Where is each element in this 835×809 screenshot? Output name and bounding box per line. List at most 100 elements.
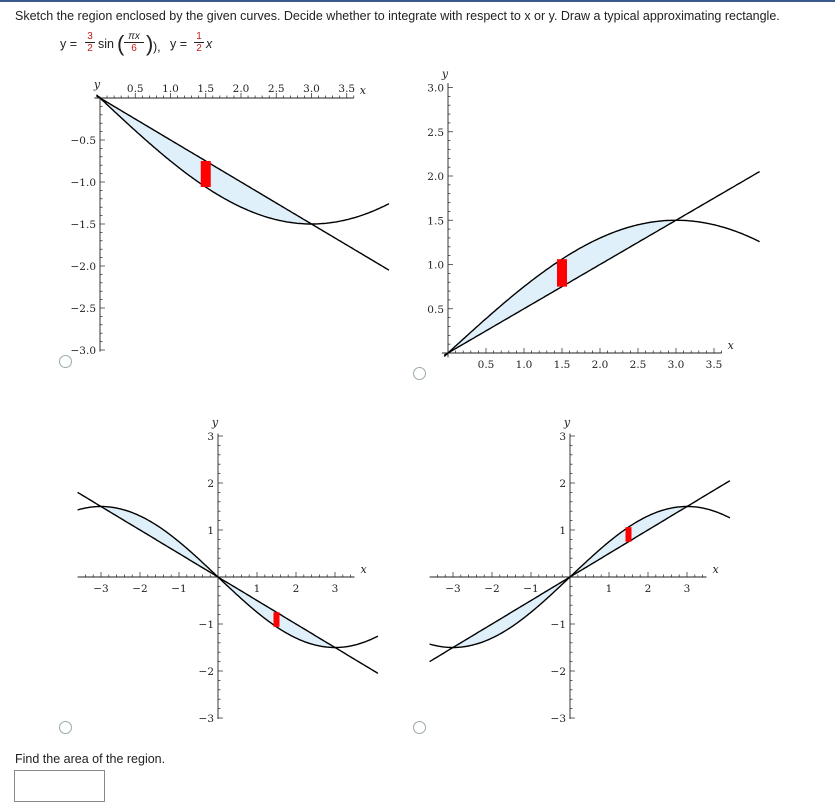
radio-option-bottom-right[interactable] bbox=[413, 721, 426, 734]
x-tick-label: 3.5 bbox=[338, 83, 355, 95]
graph-option-top-left: 0.5 1.0 1.5 2.0 2.5 3.0 3.5 −0.5 −1.0 −1.5 −2.0 −2.… bbox=[60, 75, 390, 365]
x-tick-label: −2 bbox=[484, 583, 499, 595]
sine-curve bbox=[96, 94, 390, 225]
curve1-coef-num: 3 bbox=[85, 31, 95, 43]
open-paren: ( bbox=[117, 31, 125, 56]
y-axis-label: y bbox=[93, 78, 101, 91]
x-tick-label: 2.5 bbox=[630, 359, 647, 371]
chart-svg: 0.5 1.0 1.5 2.0 2.5 3.0 3.5 −0.5 −1.0 −1.5 −2.0 −2.… bbox=[71, 78, 390, 357]
x-tick-label: 3.0 bbox=[668, 359, 685, 371]
curve2-coef-den: 2 bbox=[196, 43, 202, 54]
y-tick-label: 1.0 bbox=[427, 260, 444, 272]
x-tick-label: 2 bbox=[293, 583, 300, 595]
curve1-suffix: ), bbox=[153, 40, 161, 54]
curve2-variable: x bbox=[206, 37, 213, 51]
line-curve bbox=[443, 170, 760, 356]
y-tick-label: 3 bbox=[559, 431, 566, 443]
curve1-coef-den: 2 bbox=[87, 43, 93, 54]
x-tick-label: −3 bbox=[93, 583, 108, 595]
y-tick-label: −2 bbox=[551, 666, 566, 678]
x-tick-label: 1.0 bbox=[162, 83, 179, 95]
radio-option-top-right[interactable] bbox=[413, 367, 426, 380]
curve1-prefix: y = bbox=[60, 37, 78, 51]
y-tick-label: −1 bbox=[199, 619, 214, 631]
x-tick-label: 1.0 bbox=[516, 359, 533, 371]
y-tick-label: −3 bbox=[551, 713, 566, 725]
x-tick-label: 2.0 bbox=[592, 359, 609, 371]
x-tick-label: 3.0 bbox=[303, 83, 320, 95]
x-tick-label: 0.5 bbox=[127, 83, 144, 95]
y-tick-label: 1 bbox=[207, 525, 214, 537]
y-axis-label: y bbox=[211, 416, 219, 429]
line-curve bbox=[429, 480, 731, 663]
y-tick-label: 0.5 bbox=[427, 304, 444, 316]
y-tick-label: 3 bbox=[207, 431, 214, 443]
curve1-function: sin bbox=[98, 37, 114, 51]
y-axis-label: y bbox=[563, 416, 571, 429]
area-answer-input[interactable] bbox=[14, 770, 105, 802]
x-axis-label: x bbox=[728, 339, 735, 352]
y-tick-label: 2 bbox=[207, 478, 214, 490]
curve2-coefficient: 1 2 bbox=[194, 31, 204, 54]
line-curve bbox=[96, 95, 390, 271]
y-tick-label: −0.5 bbox=[71, 135, 97, 147]
y-tick-label: 1 bbox=[559, 525, 566, 537]
x-tick-label: −2 bbox=[132, 583, 147, 595]
problem-instructions: Sketch the region enclosed by the given … bbox=[15, 9, 780, 23]
line-curve bbox=[77, 491, 379, 674]
y-tick-label: 1.5 bbox=[427, 215, 444, 227]
x-tick-label: −1 bbox=[171, 583, 186, 595]
x-tick-label: 0.5 bbox=[478, 359, 495, 371]
y-tick-label: −2 bbox=[199, 666, 214, 678]
curve1-arg-num: πx bbox=[124, 31, 144, 43]
chart-svg: −3 −2 −1 1 2 3 3 2 1 −1 −2 −3 x y bbox=[77, 416, 379, 725]
chart-svg: −3 −2 −1 1 2 3 3 2 1 −1 −2 −3 x y bbox=[429, 416, 731, 725]
radio-option-top-left[interactable] bbox=[59, 355, 72, 368]
x-tick-label: 3.5 bbox=[706, 359, 723, 371]
curve1-arg-den: 6 bbox=[131, 43, 137, 54]
curve2-prefix: y = bbox=[170, 37, 188, 51]
y-tick-label: −1 bbox=[551, 619, 566, 631]
y-tick-label: −2.0 bbox=[71, 261, 97, 273]
approximating-rectangle bbox=[557, 259, 567, 287]
graph-option-top-right: 0.5 1.0 1.5 2.0 2.5 3.0 3.5 0.5 1.0 1.5 2.0 2.5 3.0 x… bbox=[415, 65, 760, 375]
y-tick-label: 2.5 bbox=[427, 127, 444, 139]
x-tick-label: −1 bbox=[523, 583, 538, 595]
y-tick-label: −1.0 bbox=[71, 177, 97, 189]
area-question: Find the area of the region. bbox=[15, 752, 166, 766]
y-tick-label: −1.5 bbox=[71, 219, 97, 231]
x-tick-label: 1.5 bbox=[197, 83, 214, 95]
curve1-argument: πx 6 bbox=[124, 31, 144, 54]
approximating-rectangle bbox=[200, 161, 211, 188]
sine-curve bbox=[77, 505, 379, 649]
y-tick-label: −2.5 bbox=[71, 303, 97, 315]
x-tick-label: 1 bbox=[606, 583, 613, 595]
y-tick-label: −3.0 bbox=[71, 345, 97, 357]
sine-curve bbox=[429, 505, 731, 649]
x-tick-label: 3 bbox=[684, 583, 691, 595]
x-tick-label: −3 bbox=[445, 583, 460, 595]
radio-option-bottom-left[interactable] bbox=[59, 721, 72, 734]
x-tick-label: 1.5 bbox=[554, 359, 571, 371]
x-axis-label: x bbox=[360, 84, 367, 97]
close-paren: ) bbox=[146, 31, 154, 56]
y-tick-label: −3 bbox=[199, 713, 214, 725]
top-rule bbox=[0, 0, 835, 2]
approximating-rectangle bbox=[625, 527, 632, 542]
y-tick-label: 2.0 bbox=[427, 171, 444, 183]
x-tick-label: 2.5 bbox=[268, 83, 285, 95]
x-axis-label: x bbox=[713, 563, 720, 576]
x-tick-label: 2.0 bbox=[233, 83, 250, 95]
approximating-rectangle bbox=[273, 612, 280, 627]
graph-option-bottom-right: −3 −2 −1 1 2 3 3 2 1 −1 −2 −3 x y bbox=[415, 415, 735, 725]
sine-curve bbox=[443, 219, 760, 358]
graph-option-bottom-left: −3 −2 −1 1 2 3 3 2 1 −1 −2 −3 x y bbox=[60, 415, 380, 725]
x-axis-label: x bbox=[361, 563, 368, 576]
y-axis-label: y bbox=[441, 68, 449, 81]
x-tick-label: 2 bbox=[645, 583, 652, 595]
y-tick-label: 2 bbox=[559, 478, 566, 490]
curve1-coefficient: 3 2 bbox=[85, 31, 95, 54]
chart-svg: 0.5 1.0 1.5 2.0 2.5 3.0 3.5 0.5 1.0 1.5 2.0 2.5 3.0 x… bbox=[427, 68, 760, 371]
x-tick-label: 1 bbox=[254, 583, 261, 595]
y-tick-label: 3.0 bbox=[427, 83, 444, 95]
